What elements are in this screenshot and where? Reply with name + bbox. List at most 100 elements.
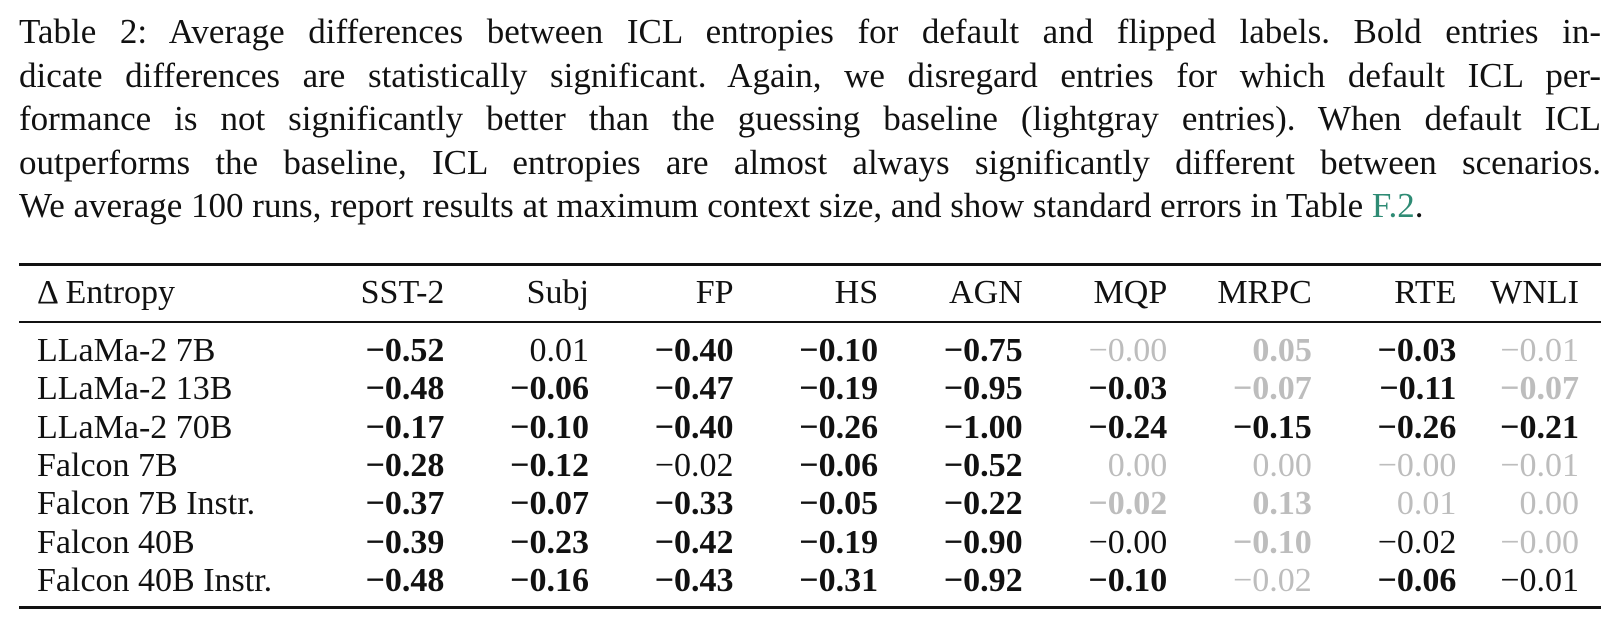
table-cell: −0.02 xyxy=(1377,523,1457,561)
table-cell: −0.90 xyxy=(943,523,1023,561)
table-cell: −0.19 xyxy=(799,523,879,561)
table-reference-link[interactable]: F.2 xyxy=(1371,186,1415,225)
table-cell: −0.02 xyxy=(654,447,734,485)
row-model-name: Falcon 40B xyxy=(37,523,195,561)
table-row: Falcon 7B Instr. −0.37 −0.07 −0.33 −0.05 −0.2… xyxy=(19,485,1601,523)
table-cell: −0.01 xyxy=(1500,561,1579,599)
table-cell: −0.52 xyxy=(365,332,445,370)
table-cell: −0.00 xyxy=(1500,523,1579,561)
table-cell: 0.01 xyxy=(1396,485,1457,523)
row-model-name: LLaMa-2 7B xyxy=(37,332,216,370)
caption-line-3: formance is not significantly better tha… xyxy=(19,99,1601,138)
table-cell: −0.39 xyxy=(365,523,445,561)
table-cell: −0.02 xyxy=(1088,485,1168,523)
table-cell: −0.03 xyxy=(1088,370,1168,408)
table-cell: −0.92 xyxy=(943,561,1023,599)
header-mqp: MQP xyxy=(1093,274,1168,311)
table-header-rule xyxy=(19,321,1601,323)
caption-end-period: . xyxy=(1414,186,1424,225)
table-cell: −0.75 xyxy=(943,332,1023,370)
table-row: Falcon 40B Instr. −0.48 −0.16 −0.43 −0.31 −0.… xyxy=(19,562,1601,600)
table-body: LLaMa-2 7B −0.52 0.01 −0.40 −0.10 −0.75 −0.00 0… xyxy=(19,321,1601,600)
table-cell: −0.37 xyxy=(365,485,445,523)
table-cell: −0.26 xyxy=(1377,408,1457,446)
table-cell: −0.06 xyxy=(799,447,879,485)
table-cell: −0.24 xyxy=(1088,408,1168,446)
table-cell: −0.19 xyxy=(799,370,879,408)
table-cell: −1.00 xyxy=(943,408,1023,446)
header-wnli: WNLI xyxy=(1490,274,1579,311)
table-cell: −0.43 xyxy=(654,561,734,599)
caption-line-2: dicate differences are statistically sig… xyxy=(19,55,1601,95)
table-cell: −0.10 xyxy=(1232,523,1312,561)
table-cell: −0.52 xyxy=(943,447,1023,485)
table-top-rule xyxy=(19,263,1601,266)
results-table: Δ Entropy SST-2 Subj FP HS AGN MQP MRPC … xyxy=(19,265,1601,600)
table-cell: −0.10 xyxy=(510,408,589,446)
table-cell: −0.07 xyxy=(1232,370,1312,408)
caption-line-1: Table 2: Average differences between ICL… xyxy=(19,12,1601,51)
table-cell: −0.01 xyxy=(1500,332,1579,370)
caption-line-5: We average 100 runs, report results at m… xyxy=(19,184,1601,228)
row-model-name: Falcon 7B xyxy=(37,447,178,485)
table-cell: −0.23 xyxy=(510,523,589,561)
table-cell: −0.33 xyxy=(654,485,734,523)
table-cell: −0.40 xyxy=(654,408,734,446)
table-cell: −0.42 xyxy=(654,523,734,561)
header-fp: FP xyxy=(695,274,734,311)
table-cell: −0.28 xyxy=(365,447,445,485)
table-row: LLaMa-2 70B −0.17 −0.10 −0.40 −0.26 −1.00 −0.2… xyxy=(19,409,1601,447)
table-cell: −0.06 xyxy=(1377,561,1457,599)
table-cell: −0.10 xyxy=(799,332,879,370)
table-cell: −0.40 xyxy=(654,332,734,370)
table-cell: 0.00 xyxy=(1107,447,1168,485)
row-model-name: LLaMa-2 13B xyxy=(37,370,233,408)
header-model: Δ Entropy xyxy=(37,274,176,311)
table-cell: −0.07 xyxy=(510,485,589,523)
table-cell: 0.00 xyxy=(1252,447,1312,485)
table-cell: −0.17 xyxy=(365,408,445,446)
table-cell: −0.15 xyxy=(1232,408,1312,446)
table-cell: −0.26 xyxy=(799,408,879,446)
caption-line-5-text: We average 100 runs, report results at m… xyxy=(19,186,1372,225)
header-agn: AGN xyxy=(949,274,1023,311)
header-subj: Subj xyxy=(526,274,589,311)
table-cell: −0.03 xyxy=(1377,332,1457,370)
table-cell: −0.01 xyxy=(1500,447,1579,485)
table-row: Falcon 40B −0.39 −0.23 −0.42 −0.19 −0.90 −0.00… xyxy=(19,523,1601,561)
table-row: LLaMa-2 13B −0.48 −0.06 −0.47 −0.19 −0.95 −0.0… xyxy=(19,370,1601,408)
table-cell: −0.95 xyxy=(943,370,1023,408)
table-cell: −0.00 xyxy=(1088,332,1168,370)
table-cell: −0.31 xyxy=(799,561,879,599)
header-mrpc: MRPC xyxy=(1217,274,1312,311)
table-cell: −0.48 xyxy=(365,370,445,408)
table-cell: −0.21 xyxy=(1500,408,1579,446)
table-cell: 0.05 xyxy=(1252,332,1312,370)
table-cell: −0.11 xyxy=(1379,370,1457,408)
table-header-row: Δ Entropy SST-2 Subj FP HS AGN MQP MRPC … xyxy=(19,265,1601,321)
table-cell: 0.13 xyxy=(1252,485,1312,523)
table-cell: −0.02 xyxy=(1233,561,1312,599)
table-row: Falcon 7B −0.28 −0.12 −0.02 −0.06 −0.52 0.00 0.… xyxy=(19,447,1601,485)
row-model-name: Falcon 40B Instr. xyxy=(37,561,273,599)
header-hs: HS xyxy=(834,274,879,311)
table-cell: 0.00 xyxy=(1519,485,1580,523)
table-cell: −0.00 xyxy=(1088,523,1168,561)
table-spacer-row xyxy=(19,321,1601,332)
caption-line-4: outperforms the baseline, ICL entropies … xyxy=(19,142,1601,182)
header-sst2: SST-2 xyxy=(360,274,445,311)
table-cell: −0.48 xyxy=(365,561,445,599)
table-caption: Table 2: Average differences between ICL… xyxy=(19,10,1601,228)
table-cell: −0.47 xyxy=(654,370,734,408)
table-cell: −0.07 xyxy=(1500,370,1579,408)
table-cell: −0.06 xyxy=(510,370,589,408)
table-row: LLaMa-2 7B −0.52 0.01 −0.40 −0.10 −0.75 −0.00 0… xyxy=(19,332,1601,370)
table-cell: −0.10 xyxy=(1088,561,1168,599)
table-cell: −0.00 xyxy=(1377,447,1457,485)
table-bottom-rule xyxy=(19,606,1601,609)
row-model-name: LLaMa-2 70B xyxy=(37,408,233,446)
row-model-name: Falcon 7B Instr. xyxy=(37,485,256,523)
header-rte: RTE xyxy=(1394,274,1457,311)
table-cell: −0.05 xyxy=(799,485,879,523)
table-cell: −0.16 xyxy=(510,561,589,599)
